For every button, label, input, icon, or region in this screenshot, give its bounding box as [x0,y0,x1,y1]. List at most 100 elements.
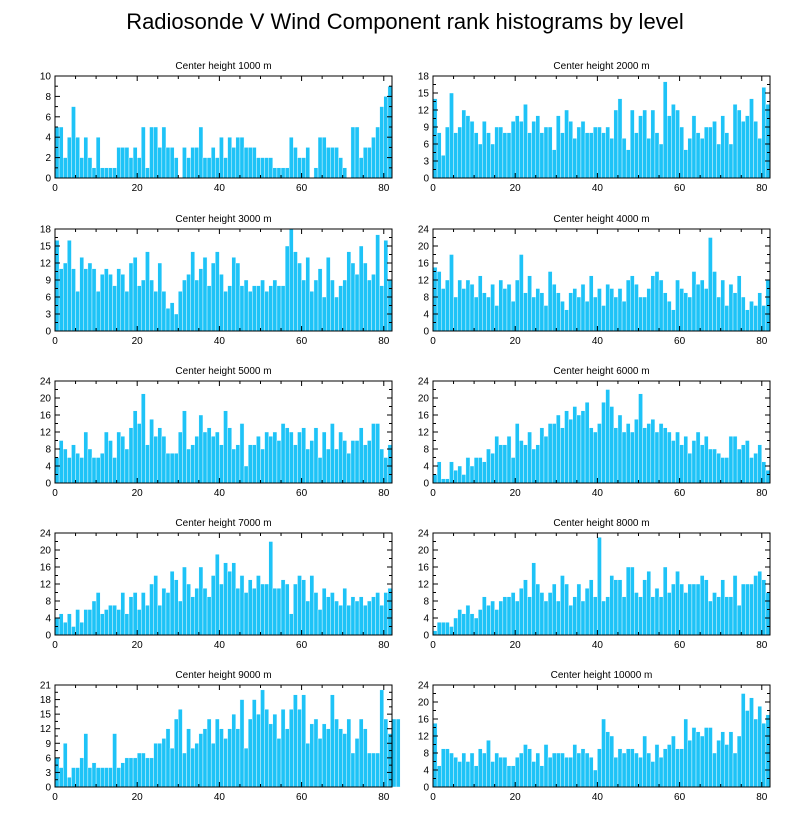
histogram-bar [514,423,520,484]
histogram-bar [252,285,257,332]
histogram-bar [469,752,475,788]
histogram-bar [712,271,717,332]
histogram-bar [186,274,191,332]
histogram-bar [83,733,89,788]
histogram-bar [593,596,598,636]
y-tick-label: 18 [418,72,430,83]
histogram-bar [383,592,389,636]
panel-6000m: Center height 6000 m 0 4 8 12 16 20 24 0 20 40 60 80 [418,366,771,499]
histogram-bar [223,562,228,636]
histogram-bar [683,149,689,179]
panel-title: Center height 7000 m [175,518,271,529]
histogram-bar [745,309,750,332]
y-tick-label: 16 [418,259,430,270]
histogram-bar [317,136,323,179]
histogram-bar [309,575,315,636]
histogram-bar [100,274,105,332]
histogram-bar [116,147,121,179]
histogram-bar [293,251,298,332]
histogram-bar [646,423,652,484]
histogram-bar [720,457,725,484]
histogram-bar [128,427,134,484]
histogram-bar [268,436,274,484]
y-tick-label: 18 [40,695,52,706]
histogram-bar [313,718,319,788]
histogram-bar [215,554,220,636]
histogram-bar [182,752,187,788]
y-tick-label: 24 [418,377,430,388]
histogram-bar [256,285,261,332]
histogram-bar [527,275,532,332]
histogram-bar [79,757,84,788]
histogram-bar [350,752,356,788]
histogram-bar [749,697,754,788]
histogram-bar [223,410,228,484]
histogram-bar [498,279,504,332]
histogram-bar [671,104,676,179]
histogram-bar [675,109,680,179]
histogram-bar [272,279,278,332]
histogram-bar [749,583,754,636]
histogram-bar [514,279,520,332]
x-tick-label: 20 [510,183,522,194]
histogram-bar [235,136,241,179]
x-tick-label: 80 [378,640,390,651]
panel-title: Center height 3000 m [175,214,271,225]
histogram-bar [128,596,134,636]
y-tick-label: 24 [418,681,430,692]
histogram-bar [588,757,594,788]
histogram-bar [613,296,619,332]
histogram-bar [716,453,721,484]
histogram-bar [141,592,146,636]
histogram-bar [630,431,635,484]
histogram-bar [658,596,664,636]
histogram-bar [239,575,245,636]
histogram-bar [305,147,311,179]
histogram-bar [136,609,142,636]
histogram-bar [523,292,528,332]
histogram-bar [165,592,171,636]
histogram-bar [95,457,101,484]
histogram-bar [330,147,335,179]
histogram-bar [387,85,393,179]
histogram-bar [297,262,302,332]
histogram-bar [153,575,158,636]
histogram-bar [358,157,364,179]
x-tick-label: 40 [592,792,604,803]
histogram-bar [173,157,179,179]
histogram-bar [642,296,647,332]
y-tick-label: 0 [423,479,429,490]
histogram-bar [609,288,615,332]
histogram-bar [761,305,767,332]
histogram-bar [478,457,483,484]
histogram-bar [761,723,767,788]
x-tick-label: 20 [132,183,144,194]
histogram-bar [210,743,216,788]
histogram-bar [441,478,446,484]
histogram-bar [486,448,491,484]
histogram-bar [535,288,541,332]
histogram-bar [625,149,631,179]
histogram-bar [338,605,343,636]
histogram-bar [215,157,220,179]
histogram-bar [247,718,253,788]
histogram-bar [753,718,758,788]
histogram-bar [120,147,126,179]
histogram-bar [161,291,167,332]
histogram-bar [190,747,195,788]
histogram-bar [264,583,269,636]
panel-title: Center height 6000 m [553,366,649,377]
histogram-bar [469,613,475,636]
histogram-bar [371,752,376,788]
histogram-bar [745,583,750,636]
histogram-bar [494,752,499,788]
histogram-bar [252,588,257,636]
y-tick-label: 20 [418,394,430,405]
histogram-bar [215,718,220,788]
histogram-bar [363,262,368,332]
histogram-bar [91,762,97,788]
panel-5000m: Center height 5000 m 0 4 8 12 16 20 24 0 20 40 60 80 [40,366,393,499]
histogram-bar [453,757,458,788]
histogram-bar [108,440,113,484]
histogram-bar [749,457,754,484]
